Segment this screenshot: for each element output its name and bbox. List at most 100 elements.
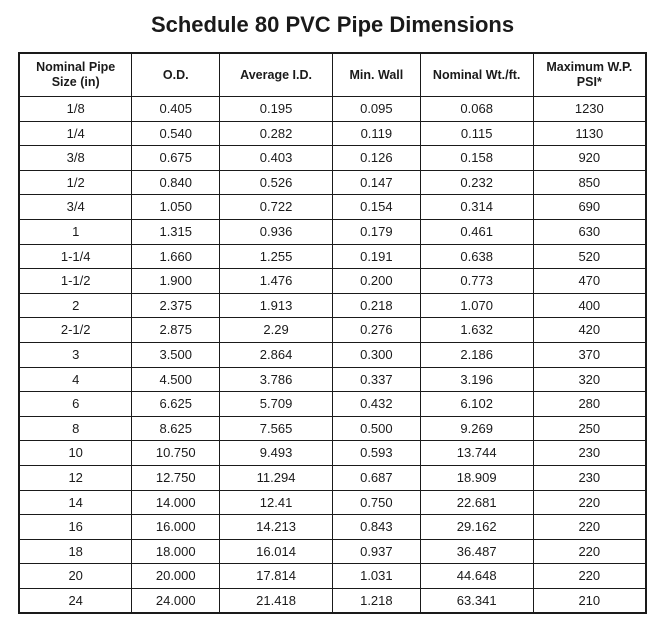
table-cell: 2.875	[132, 318, 220, 343]
table-cell: 0.593	[332, 441, 420, 466]
table-cell: 12.750	[132, 465, 220, 490]
table-cell: 17.814	[220, 564, 333, 589]
table-row: 1/80.4050.1950.0950.0681230	[19, 97, 646, 122]
table-cell: 20.000	[132, 564, 220, 589]
table-cell: 210	[533, 588, 646, 613]
column-header: Min. Wall	[332, 53, 420, 97]
table-cell: 16	[19, 515, 132, 540]
table-cell: 10	[19, 441, 132, 466]
table-row: 2424.00021.4181.21863.341210	[19, 588, 646, 613]
table-cell: 690	[533, 195, 646, 220]
table-cell: 220	[533, 490, 646, 515]
table-cell: 44.648	[420, 564, 533, 589]
table-cell: 520	[533, 244, 646, 269]
table-cell: 850	[533, 170, 646, 195]
table-cell: 9.269	[420, 416, 533, 441]
table-cell: 320	[533, 367, 646, 392]
table-cell: 29.162	[420, 515, 533, 540]
table-row: 1212.75011.2940.68718.909230	[19, 465, 646, 490]
table-cell: 8.625	[132, 416, 220, 441]
table-cell: 1130	[533, 121, 646, 146]
table-cell: 1/4	[19, 121, 132, 146]
table-cell: 11.294	[220, 465, 333, 490]
table-cell: 22.681	[420, 490, 533, 515]
table-cell: 3/4	[19, 195, 132, 220]
table-cell: 1.050	[132, 195, 220, 220]
table-cell: 0.936	[220, 219, 333, 244]
table-cell: 0.675	[132, 146, 220, 171]
table-cell: 3/8	[19, 146, 132, 171]
table-cell: 0.840	[132, 170, 220, 195]
page-title: Schedule 80 PVC Pipe Dimensions	[18, 12, 647, 38]
table-cell: 6.625	[132, 392, 220, 417]
table-cell: 24.000	[132, 588, 220, 613]
table-cell: 0.843	[332, 515, 420, 540]
table-cell: 3.500	[132, 342, 220, 367]
table-cell: 0.195	[220, 97, 333, 122]
table-row: 3/41.0500.7220.1540.314690	[19, 195, 646, 220]
table-row: 1818.00016.0140.93736.487220	[19, 539, 646, 564]
table-cell: 0.200	[332, 269, 420, 294]
table-cell: 20	[19, 564, 132, 589]
table-cell: 1/2	[19, 170, 132, 195]
table-cell: 0.432	[332, 392, 420, 417]
table-cell: 0.461	[420, 219, 533, 244]
table-cell: 0.282	[220, 121, 333, 146]
table-cell: 0.638	[420, 244, 533, 269]
table-cell: 0.232	[420, 170, 533, 195]
table-cell: 2-1/2	[19, 318, 132, 343]
table-cell: 0.154	[332, 195, 420, 220]
table-cell: 220	[533, 564, 646, 589]
table-row: 1-1/41.6601.2550.1910.638520	[19, 244, 646, 269]
table-row: 1-1/21.9001.4760.2000.773470	[19, 269, 646, 294]
table-cell: 0.158	[420, 146, 533, 171]
table-cell: 6.102	[420, 392, 533, 417]
table-cell: 0.276	[332, 318, 420, 343]
column-header: Nominal Pipe Size (in)	[19, 53, 132, 97]
table-cell: 0.722	[220, 195, 333, 220]
table-cell: 1.900	[132, 269, 220, 294]
table-cell: 63.341	[420, 588, 533, 613]
table-cell: 420	[533, 318, 646, 343]
table-cell: 400	[533, 293, 646, 318]
table-cell: 0.119	[332, 121, 420, 146]
table-row: 1616.00014.2130.84329.162220	[19, 515, 646, 540]
table-row: 66.6255.7090.4326.102280	[19, 392, 646, 417]
table-cell: 0.179	[332, 219, 420, 244]
table-cell: 220	[533, 515, 646, 540]
table-cell: 470	[533, 269, 646, 294]
table-cell: 920	[533, 146, 646, 171]
table-cell: 230	[533, 465, 646, 490]
table-cell: 36.487	[420, 539, 533, 564]
table-cell: 1-1/2	[19, 269, 132, 294]
table-cell: 1-1/4	[19, 244, 132, 269]
table-cell: 5.709	[220, 392, 333, 417]
table-cell: 3.786	[220, 367, 333, 392]
table-cell: 1.476	[220, 269, 333, 294]
table-cell: 16.014	[220, 539, 333, 564]
table-cell: 630	[533, 219, 646, 244]
table-cell: 0.773	[420, 269, 533, 294]
table-row: 33.5002.8640.3002.186370	[19, 342, 646, 367]
column-header: Maximum W.P. PSI*	[533, 53, 646, 97]
table-row: 44.5003.7860.3373.196320	[19, 367, 646, 392]
table-cell: 1.315	[132, 219, 220, 244]
table-cell: 18.909	[420, 465, 533, 490]
table-cell: 1.660	[132, 244, 220, 269]
table-cell: 0.126	[332, 146, 420, 171]
table-cell: 0.314	[420, 195, 533, 220]
table-row: 1/20.8400.5260.1470.232850	[19, 170, 646, 195]
table-cell: 0.937	[332, 539, 420, 564]
table-cell: 12.41	[220, 490, 333, 515]
table-row: 1/40.5400.2820.1190.1151130	[19, 121, 646, 146]
table-cell: 220	[533, 539, 646, 564]
table-cell: 1.070	[420, 293, 533, 318]
table-cell: 0.095	[332, 97, 420, 122]
table-cell: 370	[533, 342, 646, 367]
table-cell: 0.115	[420, 121, 533, 146]
table-row: 3/80.6750.4030.1260.158920	[19, 146, 646, 171]
table-cell: 24	[19, 588, 132, 613]
table-row: 1414.00012.410.75022.681220	[19, 490, 646, 515]
table-cell: 1	[19, 219, 132, 244]
table-cell: 2.375	[132, 293, 220, 318]
